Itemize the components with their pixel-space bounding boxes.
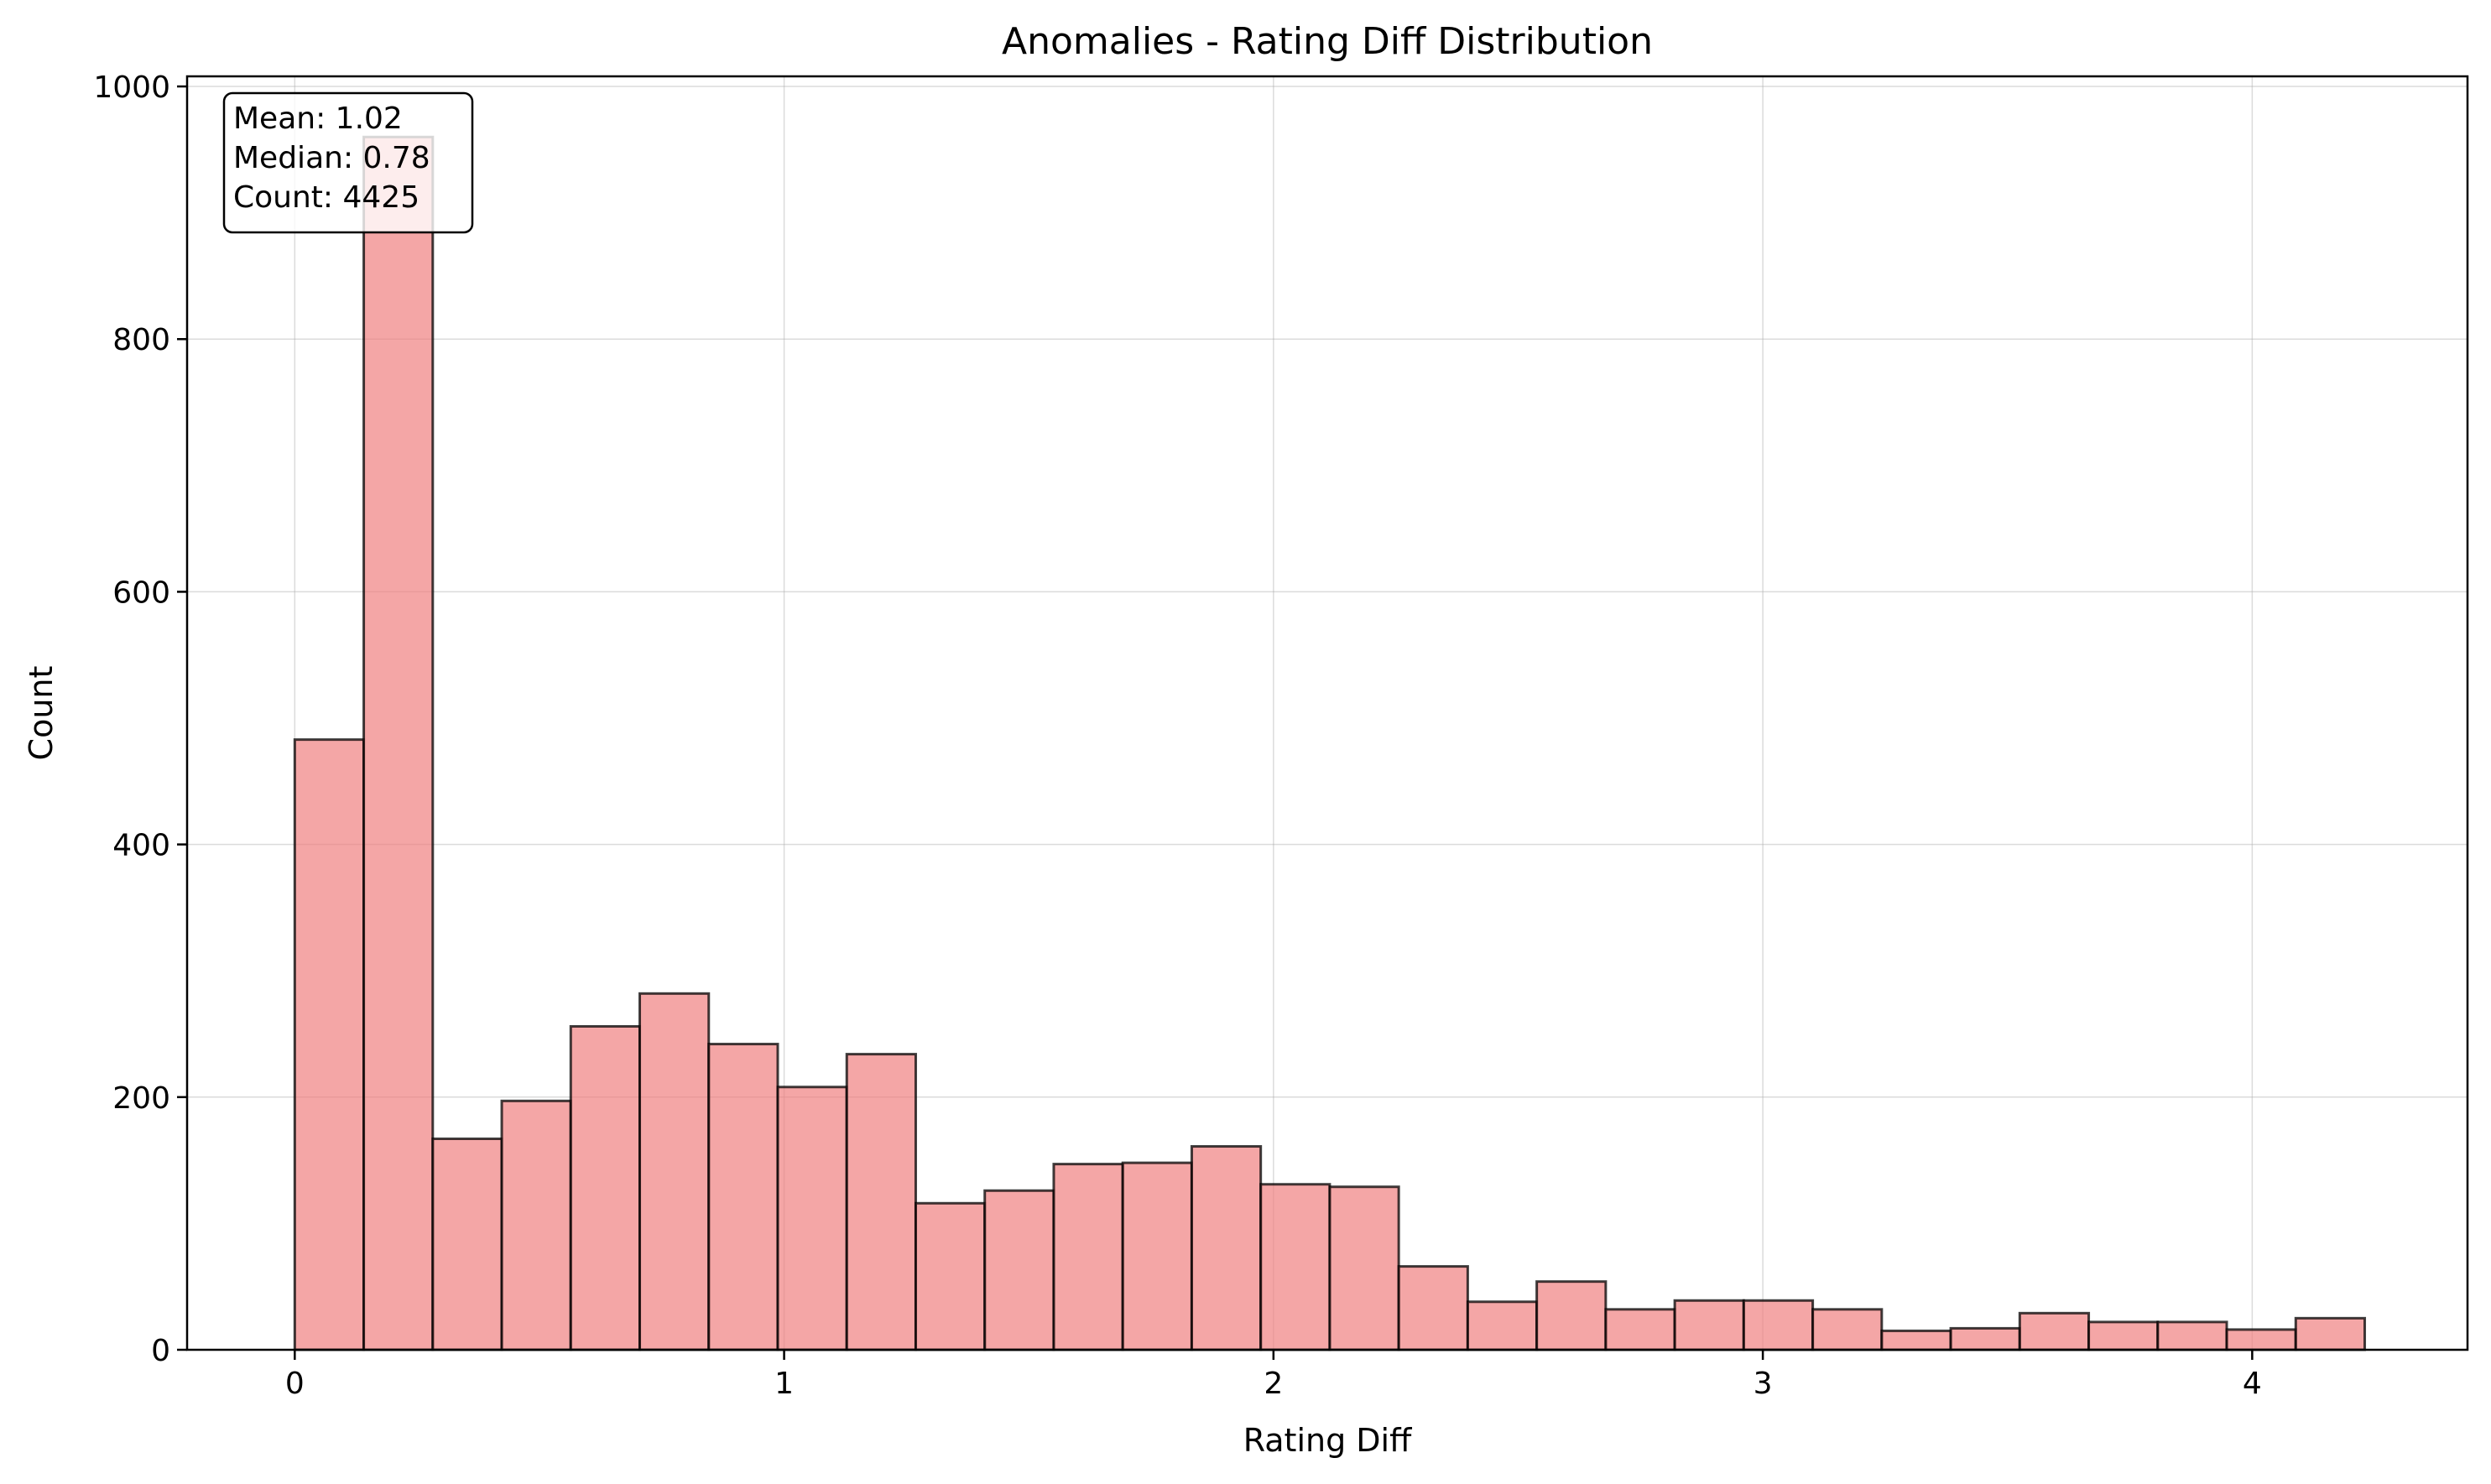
grid-lines bbox=[187, 76, 2468, 1351]
histogram-bar bbox=[914, 1201, 987, 1351]
x-tick-label: 3 bbox=[1754, 1367, 1773, 1401]
chart-title: Anomalies - Rating Diff Distribution bbox=[1002, 20, 1653, 63]
y-tick-label: 800 bbox=[112, 323, 170, 357]
stats-box-frame bbox=[222, 91, 474, 234]
histogram-bar bbox=[2294, 1316, 2367, 1351]
axis-ticks: 0 1 2 3 4 0 200 400 600 800 1000 bbox=[93, 70, 2261, 1401]
histogram-bar bbox=[293, 738, 366, 1351]
y-axis-label: Count bbox=[23, 666, 60, 761]
histogram-bar bbox=[1190, 1145, 1263, 1351]
y-tick-label: 600 bbox=[112, 575, 170, 610]
x-axis-label: Rating Diff bbox=[1243, 1422, 1412, 1459]
histogram-bar bbox=[1811, 1308, 1884, 1351]
histogram-bar bbox=[1397, 1265, 1469, 1351]
histogram-bar bbox=[1880, 1329, 1952, 1351]
histogram-bar bbox=[707, 1043, 779, 1351]
histogram-bar bbox=[1121, 1161, 1193, 1351]
stats-box: Mean: 1.02 Median: 0.78 Count: 4425 bbox=[222, 91, 474, 234]
histogram-bar bbox=[569, 1024, 642, 1351]
histogram-bars bbox=[293, 135, 2367, 1351]
histogram-bar bbox=[500, 1099, 572, 1351]
histogram-bar bbox=[2225, 1328, 2297, 1351]
histogram-bar bbox=[1052, 1163, 1124, 1351]
stats-median: Median: 0.78 bbox=[233, 141, 430, 175]
histogram-bar bbox=[1742, 1299, 1815, 1351]
x-tick-label: 0 bbox=[285, 1367, 305, 1401]
x-tick-label: 2 bbox=[1264, 1367, 1283, 1401]
histogram-bar bbox=[1259, 1183, 1331, 1351]
histogram-bar bbox=[2156, 1320, 2228, 1351]
y-tick-label: 1000 bbox=[93, 70, 170, 105]
histogram-bar bbox=[2018, 1311, 2091, 1351]
x-tick-label: 4 bbox=[2243, 1367, 2262, 1401]
stats-mean: Mean: 1.02 bbox=[233, 102, 403, 136]
histogram-bar bbox=[1949, 1326, 2021, 1351]
histogram-bar bbox=[431, 1138, 503, 1351]
histogram-bar bbox=[845, 1053, 917, 1351]
stats-count: Count: 4425 bbox=[233, 180, 420, 215]
histogram-bar bbox=[362, 135, 435, 1351]
histogram-bar bbox=[1535, 1280, 1608, 1351]
histogram-bar bbox=[638, 992, 711, 1351]
histogram-bar bbox=[2087, 1320, 2160, 1351]
y-tick-label: 0 bbox=[151, 1334, 170, 1368]
x-tick-label: 1 bbox=[774, 1367, 794, 1401]
histogram-bar bbox=[1328, 1185, 1400, 1351]
axes-frame bbox=[185, 75, 2469, 1351]
histogram-bar bbox=[1673, 1299, 1745, 1351]
histogram-bar bbox=[1604, 1308, 1676, 1351]
y-tick-label: 200 bbox=[112, 1081, 170, 1116]
histogram-bar bbox=[776, 1086, 848, 1351]
y-tick-label: 400 bbox=[112, 829, 170, 863]
histogram-bar bbox=[983, 1189, 1055, 1351]
histogram-bar bbox=[1466, 1300, 1539, 1351]
